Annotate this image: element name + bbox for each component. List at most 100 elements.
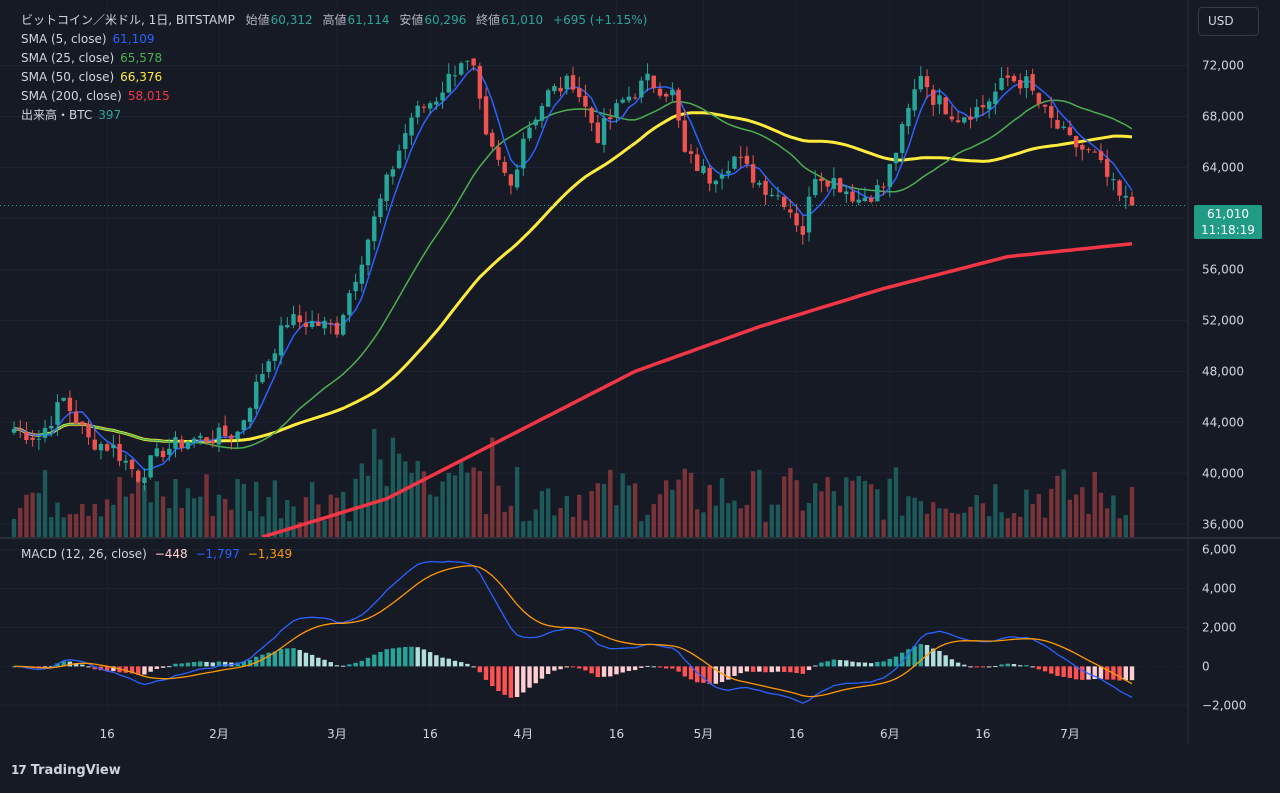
- candle-body: [260, 373, 265, 383]
- volume-bar: [850, 480, 855, 537]
- volume-bar: [732, 500, 737, 537]
- volume-bar: [701, 512, 706, 537]
- candle-body: [856, 199, 861, 203]
- candle-body: [67, 397, 73, 412]
- volume-bar: [906, 496, 911, 537]
- volume-bar: [1080, 487, 1085, 537]
- time-tick-label: 16: [100, 727, 115, 741]
- volume-bar: [117, 477, 122, 537]
- volume-bar: [1117, 518, 1122, 537]
- volume-bar: [831, 491, 837, 537]
- volume-bar: [309, 482, 315, 537]
- volume-bar: [1030, 503, 1035, 537]
- candle-body: [1067, 127, 1073, 136]
- macd-histogram-bar: [564, 666, 569, 668]
- volume-bar: [993, 484, 998, 537]
- volume-bar: [862, 480, 868, 537]
- candle-body: [303, 322, 309, 327]
- macd-histogram-bar: [781, 666, 787, 672]
- volume-bar: [322, 520, 327, 537]
- volume-bar: [11, 518, 17, 537]
- volume-bar: [744, 504, 750, 537]
- volume-bar: [1123, 515, 1128, 537]
- sma25-value: 65,578: [120, 51, 163, 65]
- candle-body: [763, 180, 768, 195]
- currency-button[interactable]: USD: [1198, 7, 1259, 36]
- candle-body: [844, 191, 849, 195]
- candle-body: [477, 66, 483, 99]
- volume-bar: [185, 488, 191, 537]
- macd-histogram-bar: [297, 649, 302, 667]
- candle-body: [949, 116, 955, 120]
- price-tick-label: 36,000: [1202, 517, 1244, 531]
- candle-body: [1055, 119, 1060, 129]
- candle-body: [732, 156, 737, 169]
- candle-body: [459, 63, 464, 75]
- macd-histogram-bar: [943, 655, 948, 667]
- candle-body: [713, 180, 719, 185]
- macd-histogram-bar: [322, 659, 327, 667]
- volume-bar: [626, 485, 632, 537]
- header-ohlc: ビットコイン／米ドル, 1日, BITSTAMP 始値60,312 高値61,1…: [21, 11, 647, 30]
- macd-histogram-bar: [61, 661, 66, 667]
- volume-bar: [92, 503, 97, 537]
- indicator-legend: SMA (5, close) 61,109 SMA (25, close) 65,5…: [21, 30, 170, 125]
- macd-histogram-bar: [533, 666, 538, 684]
- macd-histogram-bar: [570, 666, 576, 668]
- macd-histogram-bar: [844, 660, 849, 667]
- macd-histogram-bar: [1005, 663, 1010, 667]
- candle-body: [396, 150, 402, 169]
- sma200-legend[interactable]: SMA (200, close) 58,015: [21, 87, 170, 106]
- candle-body: [955, 120, 961, 123]
- candle-body: [1018, 80, 1023, 89]
- price-tick-label: 52,000: [1202, 313, 1244, 327]
- sma25-legend[interactable]: SMA (25, close) 65,578: [21, 49, 170, 68]
- volume-bar: [527, 520, 532, 537]
- volume-bar: [272, 480, 278, 537]
- tradingview-logo[interactable]: 17 TradingView: [11, 760, 121, 780]
- volume-bar: [1049, 488, 1054, 537]
- candle-body: [527, 127, 532, 139]
- candle-body: [328, 323, 333, 325]
- volume-bar: [61, 517, 66, 537]
- candle-body: [813, 179, 818, 196]
- symbol-title[interactable]: ビットコイン／米ドル, 1日, BITSTAMP: [21, 13, 235, 27]
- macd-histogram-bar: [340, 665, 346, 667]
- candle-body: [862, 197, 868, 201]
- candle-body: [620, 99, 625, 103]
- macd-histogram-bar: [539, 666, 545, 679]
- volume-bar: [18, 507, 23, 537]
- macd-histogram-bar: [1061, 666, 1066, 677]
- candles: [11, 58, 1135, 491]
- volume-bar: [514, 467, 520, 537]
- volume-bar: [490, 437, 495, 537]
- time-tick-label: 16: [609, 727, 624, 741]
- macd-legend[interactable]: MACD (12, 26, close) −448 −1,797 −1,349: [21, 545, 292, 564]
- candle-body: [1005, 75, 1010, 78]
- macd-histogram-bar: [800, 666, 806, 674]
- candle-body: [266, 361, 271, 372]
- macd-histogram-bar: [260, 654, 265, 667]
- macd-histogram-bar: [757, 666, 762, 672]
- macd-histogram-bar: [55, 663, 60, 667]
- macd-histogram-bar: [496, 666, 501, 692]
- candle-body: [148, 455, 153, 478]
- time-tick-label: 3月: [327, 727, 347, 741]
- candle-body: [365, 239, 371, 266]
- volume-bar: [943, 508, 948, 537]
- macd-label: MACD (12, 26, close): [21, 547, 147, 561]
- macd-histogram-bar: [204, 661, 209, 667]
- candle-body: [986, 101, 992, 110]
- macd-histogram-bar: [589, 666, 594, 674]
- candle-body: [583, 95, 588, 107]
- candle-body: [831, 177, 837, 189]
- candle-body: [322, 320, 327, 329]
- macd-histogram-bar: [899, 652, 905, 667]
- sma5-legend[interactable]: SMA (5, close) 61,109: [21, 30, 170, 49]
- macd-histogram-bar: [862, 662, 868, 667]
- sma50-legend[interactable]: SMA (50, close) 66,376: [21, 68, 170, 87]
- macd-hist-value: −448: [154, 547, 188, 561]
- volume-legend[interactable]: 出来高・BTC 397: [21, 106, 170, 125]
